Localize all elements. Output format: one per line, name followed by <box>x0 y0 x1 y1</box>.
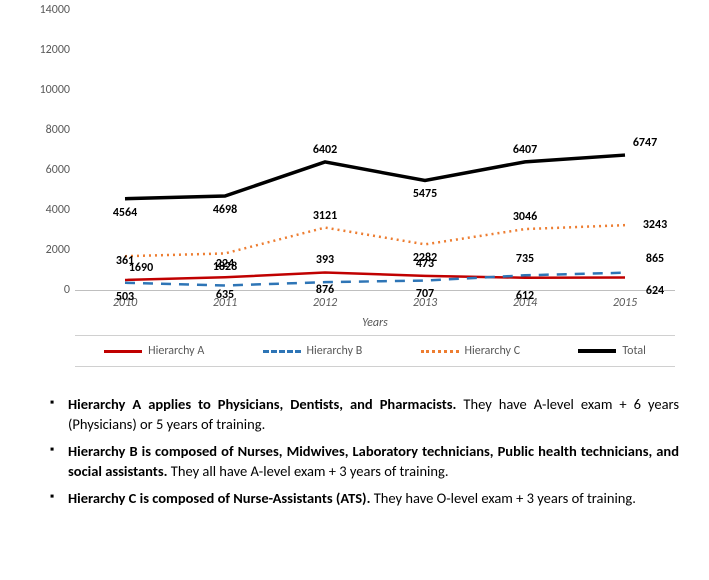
chart-lines <box>75 10 675 290</box>
data-label: 6402 <box>313 143 337 157</box>
data-label: 3046 <box>513 210 537 224</box>
legend-label: Hierarchy B <box>307 344 363 358</box>
plot-area: 0 2000 4000 6000 8000 10000 12000 14000 … <box>75 10 675 291</box>
data-label: 624 <box>646 284 664 298</box>
series-total <box>125 155 625 199</box>
ytick: 2000 <box>25 243 70 257</box>
legend: Hierarchy A Hierarchy B Hierarchy C Tota… <box>75 335 675 367</box>
legend-label: Total <box>622 344 645 358</box>
data-label: 876 <box>316 283 334 297</box>
bullet-bold: Hierarchy A applies to Physicians, Denti… <box>68 395 456 413</box>
ytick: 10000 <box>25 83 70 97</box>
legend-swatch <box>578 349 616 353</box>
bullet-bold: Hierarchy C is composed of Nurse-Assista… <box>68 489 370 507</box>
series-hierarchy-a <box>125 272 625 279</box>
ytick: 12000 <box>25 43 70 57</box>
legend-swatch <box>421 350 459 353</box>
data-label: 735 <box>516 252 534 266</box>
legend-label: Hierarchy C <box>465 344 521 358</box>
legend-item-total: Total <box>578 344 645 358</box>
data-label: 2282 <box>413 251 437 265</box>
series-hierarchy-c <box>125 225 625 256</box>
data-label: 3121 <box>313 209 337 223</box>
ytick: 6000 <box>25 163 70 177</box>
x-axis-label: Years <box>75 316 675 330</box>
bullet-hierarchy-c: Hierarchy C is composed of Nurse-Assista… <box>50 489 679 509</box>
data-label: 707 <box>416 287 434 301</box>
xtick: 2012 <box>313 296 337 310</box>
legend-item-hierarchy-a: Hierarchy A <box>104 344 204 358</box>
data-label: 1690 <box>129 261 153 275</box>
bullet-hierarchy-b: Hierarchy B is composed of Nurses, Midwi… <box>50 442 679 481</box>
data-label: 4698 <box>213 203 237 217</box>
xtick: 2015 <box>613 296 637 310</box>
data-label: 1828 <box>213 260 237 274</box>
legend-label: Hierarchy A <box>148 344 204 358</box>
bullet-text: They all have A-level exam + 3 years of … <box>168 462 449 480</box>
data-label: 612 <box>516 289 534 303</box>
legend-swatch <box>263 350 301 353</box>
data-label: 393 <box>316 253 334 267</box>
data-label: 865 <box>646 252 664 266</box>
data-label: 6407 <box>513 143 537 157</box>
legend-item-hierarchy-b: Hierarchy B <box>263 344 363 358</box>
data-label: 5475 <box>413 187 437 201</box>
data-label: 3243 <box>643 218 667 232</box>
data-label: 635 <box>216 288 234 302</box>
hierarchy-descriptions: Hierarchy A applies to Physicians, Denti… <box>50 395 679 517</box>
data-label: 503 <box>116 290 134 304</box>
bullet-hierarchy-a: Hierarchy A applies to Physicians, Denti… <box>50 395 679 434</box>
ytick: 14000 <box>25 3 70 17</box>
data-label: 4564 <box>113 206 137 220</box>
ytick: 0 <box>25 283 70 297</box>
bullet-text: They have O-level exam + 3 years of trai… <box>370 489 635 507</box>
legend-swatch <box>104 350 142 353</box>
ytick: 8000 <box>25 123 70 137</box>
legend-item-hierarchy-c: Hierarchy C <box>421 344 521 358</box>
ytick: 4000 <box>25 203 70 217</box>
health-hierarchy-chart: 0 2000 4000 6000 8000 10000 12000 14000 … <box>20 0 690 370</box>
data-label: 6747 <box>633 136 657 150</box>
